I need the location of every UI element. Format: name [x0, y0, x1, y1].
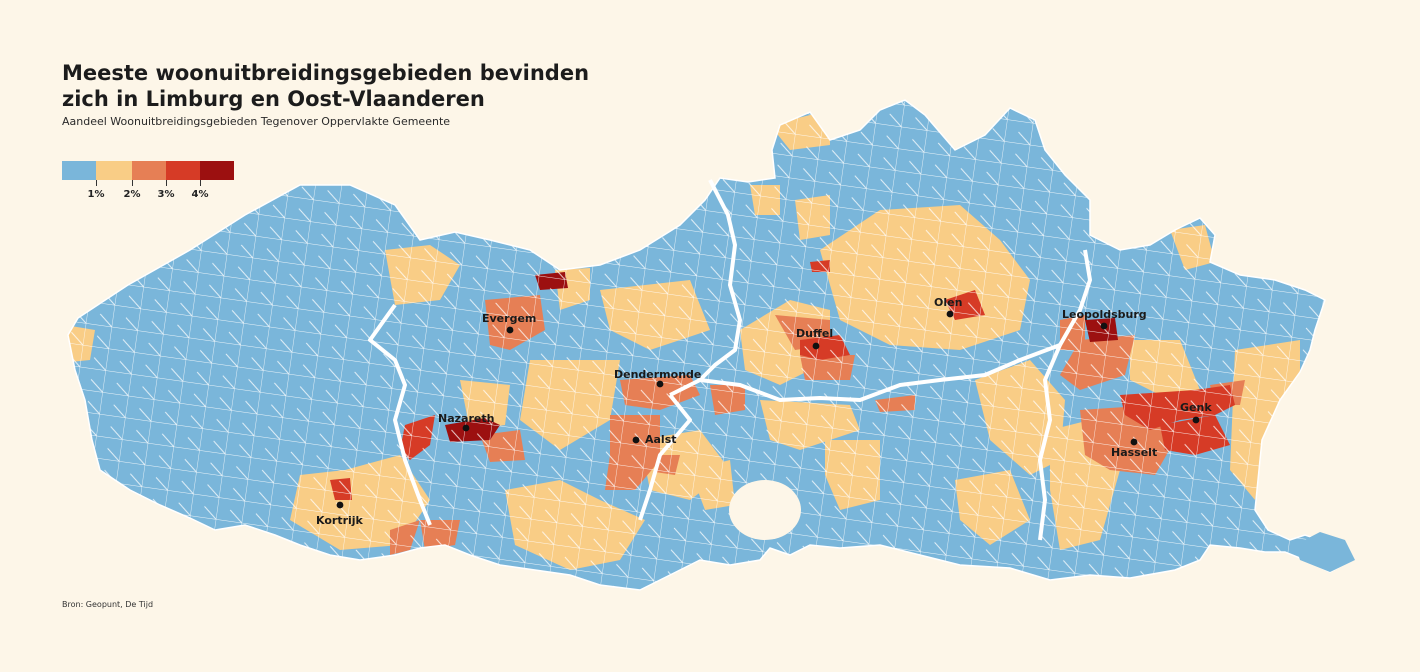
city-label: Genk [1180, 401, 1212, 414]
city-marker-hasselt: Hasselt [1111, 438, 1157, 459]
legend-tick [132, 180, 133, 186]
province-border-oost-antwerpen [669, 179, 742, 397]
city-label: Hasselt [1111, 446, 1157, 459]
city-dot [506, 326, 514, 334]
legend-tick [200, 180, 201, 186]
legend-swatch-class-2 [96, 161, 132, 180]
legend-label-3pct: 3% [157, 189, 175, 200]
city-dot [1130, 438, 1138, 446]
legend-swatch-class-3 [132, 161, 166, 180]
legend-label-2pct: 2% [123, 189, 141, 200]
legend-swatch-class-4 [166, 161, 200, 180]
map-title: Meeste woonuitbreidingsgebieden bevinden… [62, 61, 590, 111]
city-dot [812, 342, 820, 350]
legend-label-1pct: 1% [87, 189, 105, 200]
city-marker-nazareth: Nazareth [438, 412, 494, 432]
city-marker-genk: Genk [1180, 401, 1212, 424]
city-marker-kortrijk: Kortrijk [316, 501, 364, 527]
source-note: Bron: Geopunt, De Tijd [62, 600, 154, 609]
city-dot [1192, 416, 1200, 424]
city-label: Olen [934, 296, 962, 309]
legend-label-4pct: 4% [191, 189, 209, 200]
city-dot [336, 501, 344, 509]
city-dot [632, 436, 640, 444]
legend-tick [166, 180, 167, 186]
city-marker-duffel: Duffel [796, 327, 833, 350]
city-dot [462, 424, 470, 432]
exclave-voeren [1295, 532, 1355, 572]
city-label: Dendermonde [614, 368, 701, 381]
city-label: Aalst [645, 433, 677, 446]
province-border-oost-vlaams-brabant [638, 393, 692, 521]
city-marker-olen: Olen [934, 296, 962, 318]
city-label: Evergem [482, 312, 536, 325]
city-markers: Evergem Nazareth Kortrijk Dendermonde Aa… [316, 296, 1212, 527]
city-dot [1100, 322, 1108, 330]
legend-swatch-class-5 [200, 161, 234, 180]
province-border-limburg-vlaams-brabant [1038, 344, 1062, 541]
city-marker-aalst: Aalst [632, 433, 677, 446]
city-label: Nazareth [438, 412, 494, 425]
legend: 1% 2% 3% 4% [62, 161, 302, 201]
province-border-west-oost [368, 303, 432, 526]
province-borders [368, 179, 1092, 541]
province-border-antwerpen-vlaams-brabant [699, 343, 1061, 402]
map-subtitle: Aandeel Woonuitbreidingsgebieden Tegenov… [62, 115, 451, 128]
brussels-area [729, 480, 801, 540]
city-marker-dendermonde: Dendermonde [614, 368, 701, 388]
city-marker-leopoldsburg: Leopoldsburg [1062, 308, 1147, 330]
city-marker-evergem: Evergem [482, 312, 536, 334]
city-dot [656, 380, 664, 388]
city-dot [946, 310, 954, 318]
city-label: Duffel [796, 327, 833, 340]
legend-swatch-class-1 [62, 161, 96, 180]
city-label: Leopoldsburg [1062, 308, 1147, 321]
city-label: Kortrijk [316, 514, 364, 527]
legend-tick [96, 180, 97, 186]
province-border-antwerpen-limburg [1058, 249, 1092, 346]
